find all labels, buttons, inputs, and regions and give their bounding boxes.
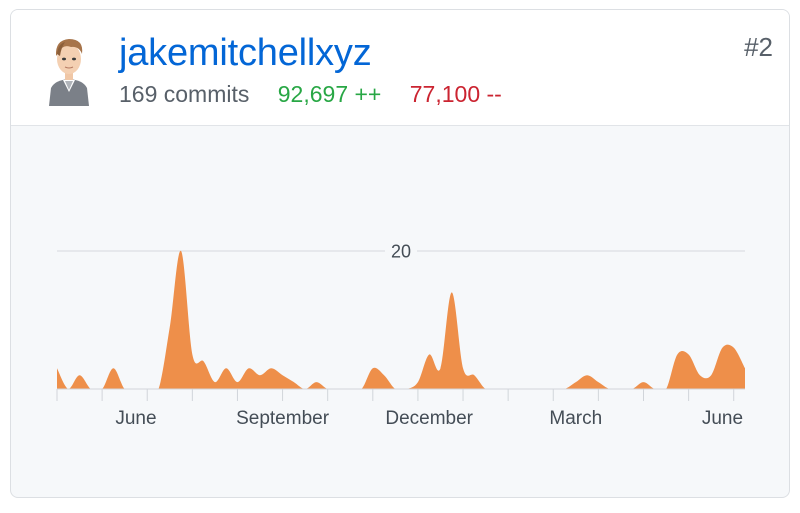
x-axis-label: June: [115, 408, 156, 429]
chart-x-axis: June September December March June: [56, 388, 745, 429]
chart-area-series: [57, 250, 745, 389]
contributor-rank: #2: [744, 32, 773, 62]
deletions-count: 77,100 --: [409, 81, 502, 107]
x-axis-label: March: [549, 408, 602, 429]
commits-count[interactable]: 169 commits: [119, 81, 250, 107]
avatar[interactable]: [47, 32, 91, 106]
username-link[interactable]: jakemitchellxyz: [119, 32, 372, 74]
x-axis-label: December: [385, 408, 473, 429]
additions-count: 92,697 ++: [277, 81, 382, 107]
contribution-stats: 169 commits 92,697 ++ 77,100 --: [119, 81, 502, 108]
x-axis-label: September: [236, 408, 330, 429]
gridline-label: 20: [391, 241, 411, 261]
commit-area-series: [57, 250, 745, 389]
commit-activity-chart: 20 June September December March June: [56, 240, 745, 429]
x-axis-label: June: [702, 408, 743, 429]
contributor-card: jakemitchellxyz 169 commits 92,697 ++ 77…: [10, 9, 790, 498]
card-header: jakemitchellxyz 169 commits 92,697 ++ 77…: [11, 10, 789, 126]
chart-gridlines: 20: [57, 240, 745, 262]
